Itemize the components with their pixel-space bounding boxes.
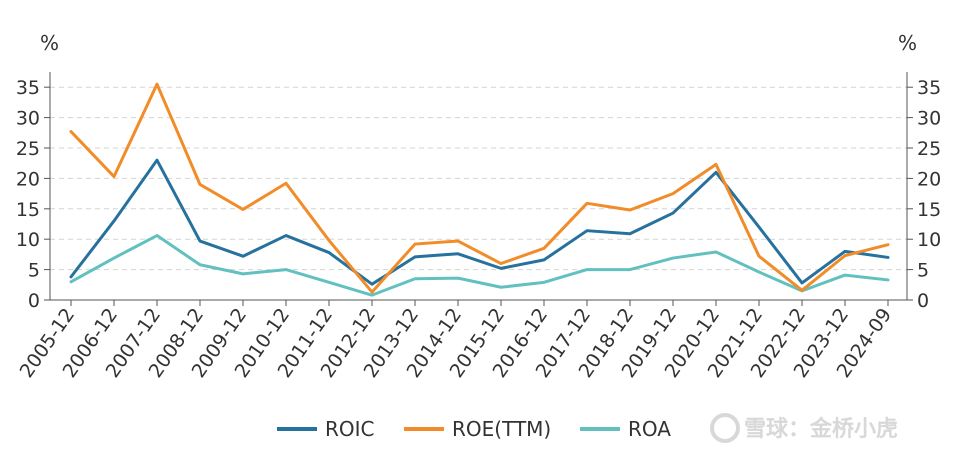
legend-label: ROA [628, 417, 671, 441]
gridlines [50, 86, 907, 271]
legend-label: ROIC [325, 417, 375, 441]
watermark-text: 雪球：金桥小虎 [744, 416, 898, 442]
legend-label: ROE(TTM) [452, 417, 551, 441]
snowball-logo-icon [710, 413, 740, 443]
y-tick-label-right: 20 [917, 168, 941, 190]
y-tick-label-right: 0 [917, 290, 929, 312]
y-tick-label-left: 30 [16, 108, 40, 130]
y-tick-label-right: 10 [917, 229, 941, 251]
y-tick-label-right: 35 [917, 77, 941, 99]
right-y-unit: % [898, 31, 917, 55]
series-line-roe-ttm- [69, 82, 890, 294]
y-tick-label-left: 20 [16, 168, 40, 190]
axes [44, 72, 913, 306]
y-tick-label-left: 0 [28, 290, 40, 312]
left-y-tick-labels: 0 5 10 15 20 25 30 35 [16, 77, 40, 312]
legend: ROIC ROE(TTM) ROA [277, 417, 671, 441]
y-tick-label-left: 5 [28, 260, 40, 282]
watermark: 雪球：金桥小虎 [710, 413, 898, 443]
y-tick-label-left: 25 [16, 138, 40, 160]
y-tick-label-left: 15 [16, 199, 40, 221]
y-tick-label-left: 10 [16, 229, 40, 251]
y-tick-label-right: 5 [917, 260, 929, 282]
y-tick-label-right: 30 [917, 108, 941, 130]
series-line-roa [69, 234, 890, 297]
y-tick-label-left: 35 [16, 77, 40, 99]
left-y-unit: % [40, 31, 59, 55]
series-lines [69, 82, 890, 297]
y-tick-label-right: 15 [917, 199, 941, 221]
y-tick-label-right: 25 [917, 138, 941, 160]
right-y-tick-labels: 0 5 10 15 20 25 30 35 [917, 77, 941, 312]
x-tick-labels: 2005-122006-122007-122008-122009-122010-… [16, 304, 897, 382]
series-line-roic [69, 158, 890, 286]
